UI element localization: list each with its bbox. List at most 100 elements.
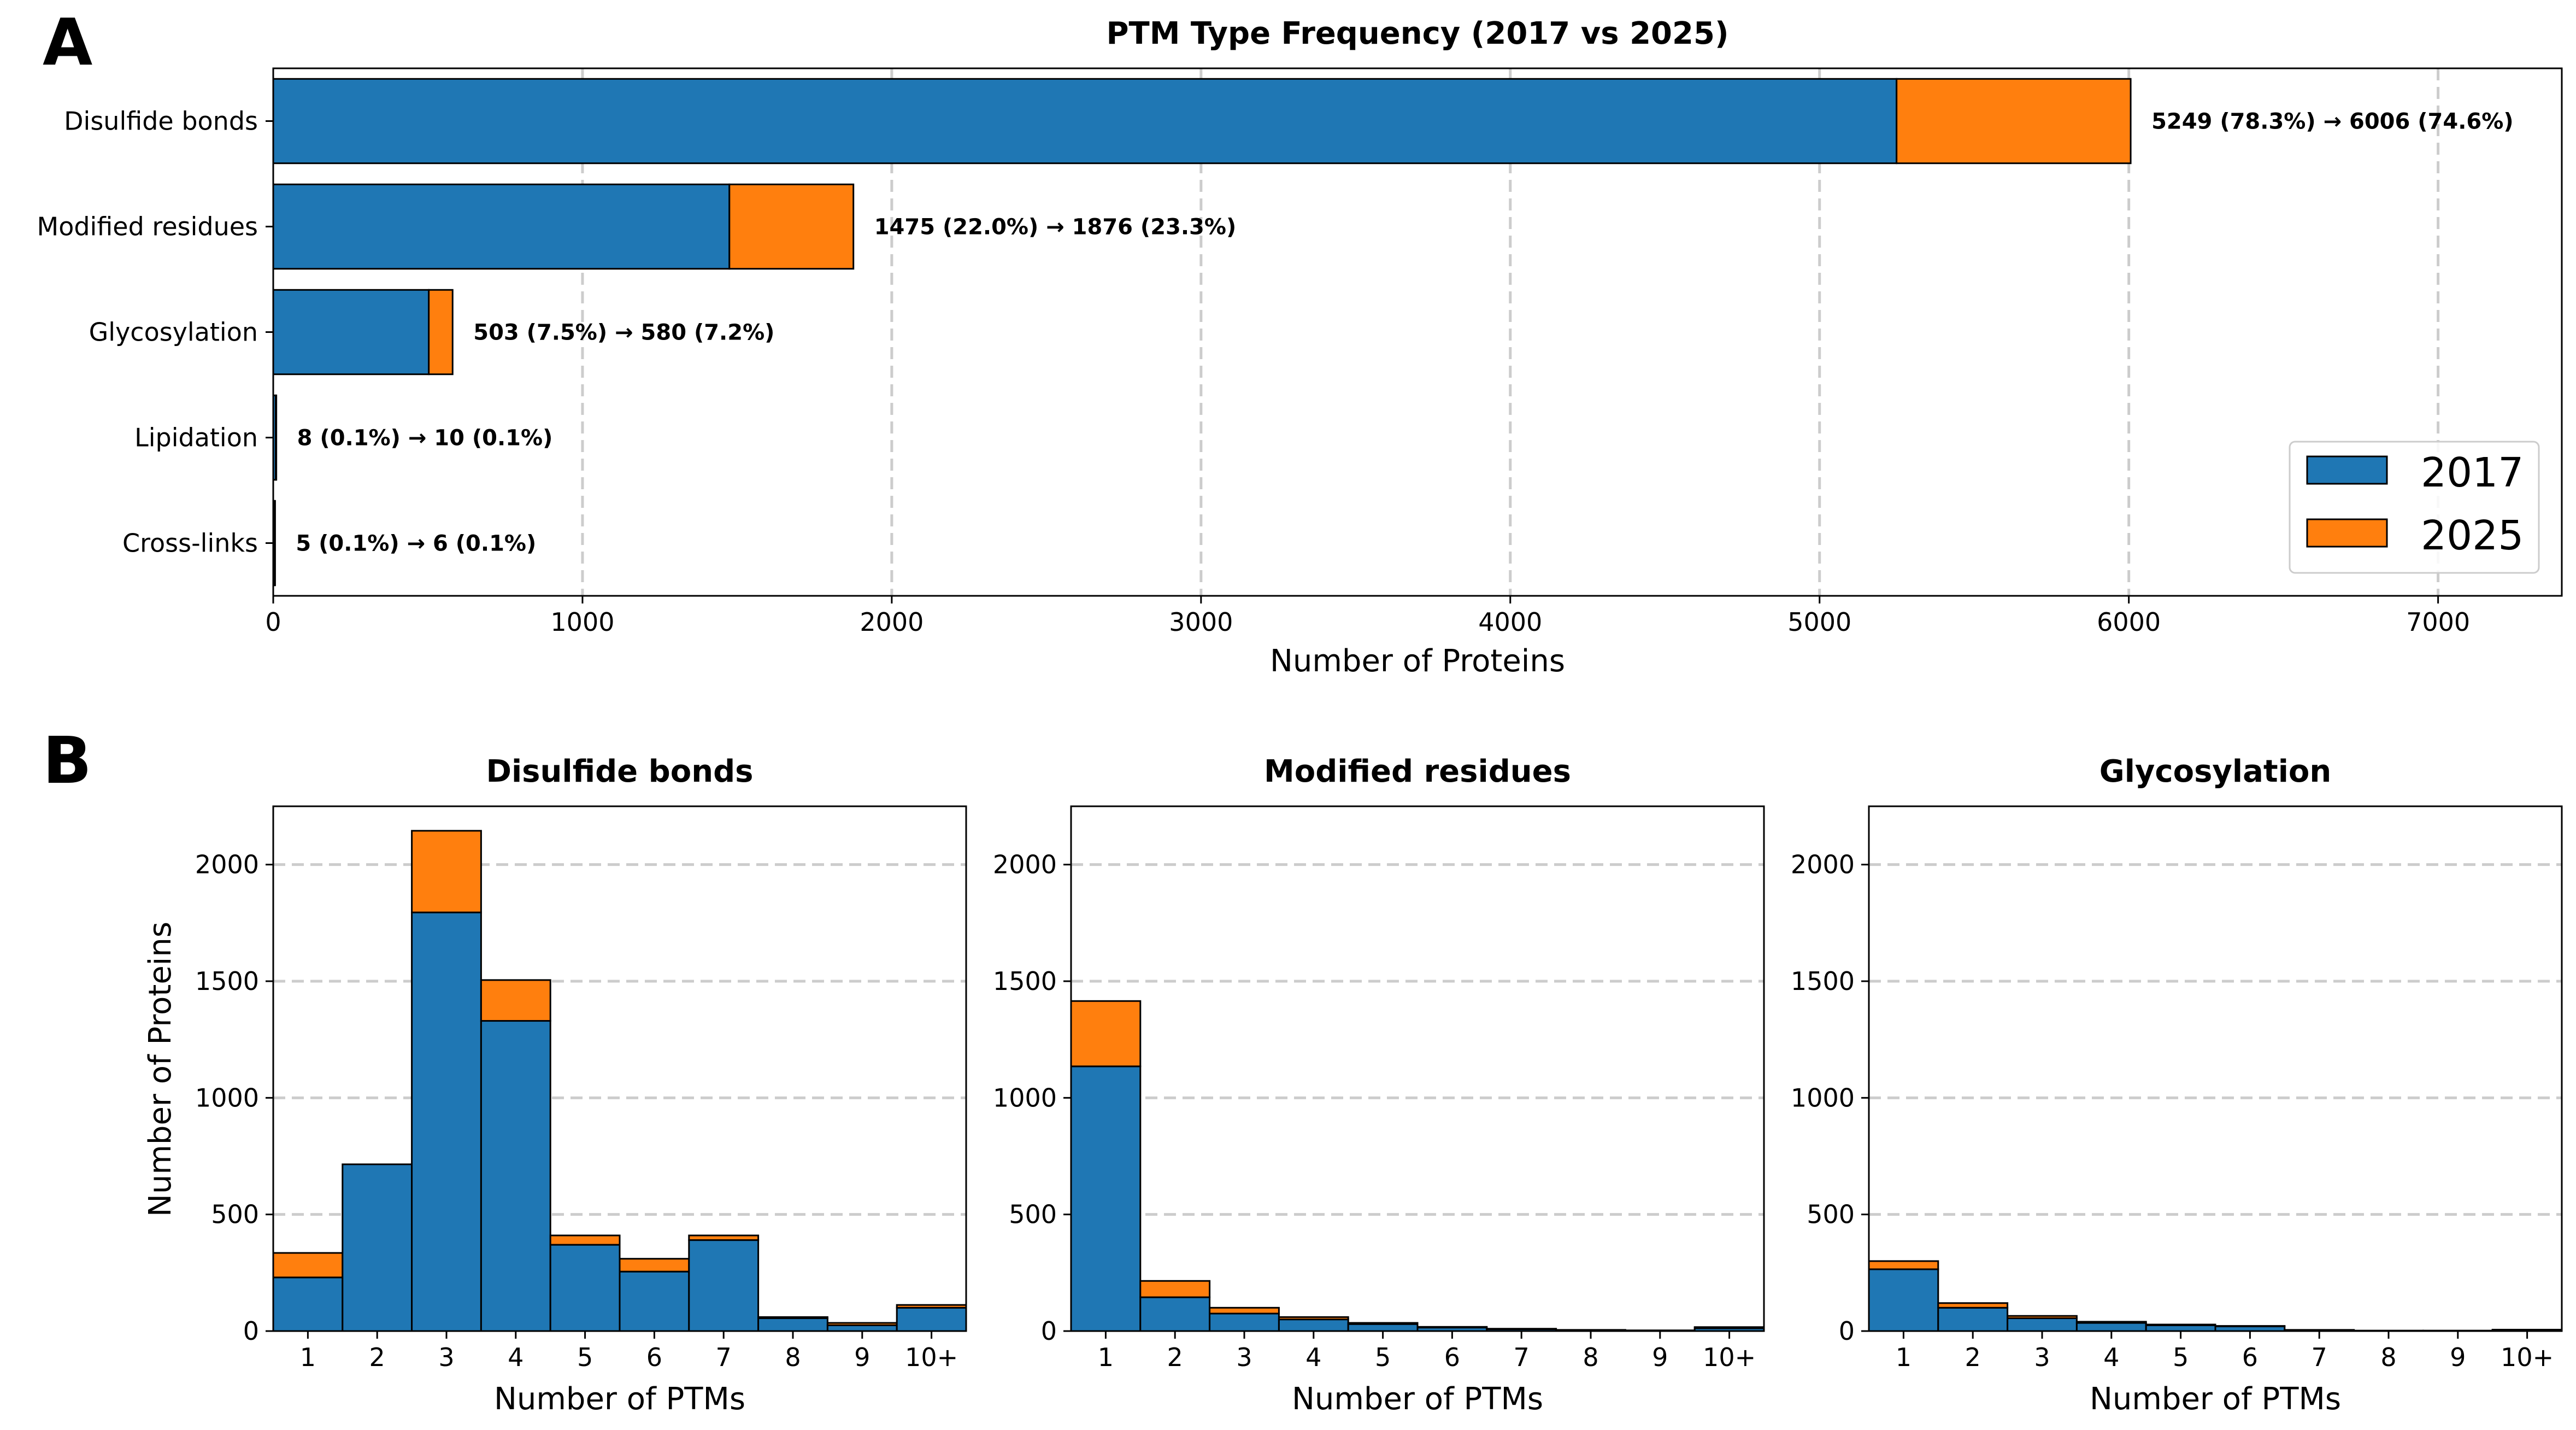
bar-2025 xyxy=(480,979,551,1022)
x-axis-label: Number of Proteins xyxy=(1270,643,1565,679)
bar-2025 xyxy=(2284,1329,2355,1331)
x-tick-label: 2 xyxy=(1965,1343,1981,1372)
bar-2025 xyxy=(1139,1280,1211,1298)
x-tick-label: 2 xyxy=(369,1343,385,1372)
bar-2017 xyxy=(272,78,1898,165)
bar-2025 xyxy=(1868,1260,1939,1270)
axis-ticks: 0 500 1000 1500 2000 1 2 3 4 5 6 7 8 9 10+ xyxy=(195,850,958,1372)
x-tick-label: 2 xyxy=(1167,1343,1183,1372)
bar-annotations: 5249 (78.3%) → 6006 (74.6%) 1475 (22.0%) … xyxy=(296,109,2513,556)
x-tick-label: 7000 xyxy=(2406,607,2470,637)
bar-2025 xyxy=(2491,1328,2563,1331)
bar-2025 xyxy=(1209,1306,1280,1315)
y-tick-label: 1500 xyxy=(195,966,259,996)
y-tick-label: Lipidation xyxy=(134,423,258,453)
bar-2017 xyxy=(619,1270,690,1332)
x-tick-label: 5 xyxy=(577,1343,593,1372)
x-gridlines xyxy=(581,68,2440,596)
x-tick-label: 8 xyxy=(2380,1343,2396,1372)
x-tick-label: 9 xyxy=(854,1343,870,1372)
x-tick-label: 7 xyxy=(2312,1343,2327,1372)
x-tick-label: 3000 xyxy=(1169,607,1233,637)
x-axis-label: Number of PTMs xyxy=(494,1381,745,1417)
bar-annotation: 8 (0.1%) → 10 (0.1%) xyxy=(297,426,553,451)
bar-2017 xyxy=(2007,1317,2078,1332)
x-tick-label: 6 xyxy=(2242,1343,2258,1372)
bar-2025 xyxy=(2007,1315,2078,1320)
x-tick-label: 1000 xyxy=(550,607,614,637)
x-tick-label: 6 xyxy=(646,1343,662,1372)
bar-2017 xyxy=(1347,1323,1419,1332)
y-tick-label: Disulfide bonds xyxy=(64,107,258,136)
bar-2025 xyxy=(1070,1000,1142,1068)
y-gridlines xyxy=(273,863,966,1216)
y-gridlines xyxy=(1869,863,2562,1216)
y-tick-label: 1000 xyxy=(993,1083,1057,1112)
x-tick-label: 4000 xyxy=(1478,607,1542,637)
bar-annotation: 1475 (22.0%) → 1876 (23.3%) xyxy=(874,215,1237,240)
y-tick-label: 500 xyxy=(1807,1200,1855,1229)
x-tick-label: 0 xyxy=(265,607,281,637)
bar-2017 xyxy=(1070,1065,1142,1332)
bar-2017 xyxy=(826,1324,898,1332)
bar-2025 xyxy=(619,1258,690,1273)
y-tick-label: 1500 xyxy=(993,966,1057,996)
x-tick-label: 2000 xyxy=(860,607,924,637)
bar-2017 xyxy=(2145,1324,2216,1332)
bar-2025 xyxy=(896,1304,967,1309)
panel-b-ptm-count-histograms: Number of Proteins Disulfide bonds 05001… xyxy=(143,754,2563,1417)
axis-ticks: 0 1000 2000 3000 4000 5000 6000 7000 Disulfide b… xyxy=(37,107,2471,637)
legend-label-2017: 2017 xyxy=(2421,449,2524,496)
bar-2025 xyxy=(757,1316,828,1320)
x-axis-label: Number of PTMs xyxy=(2090,1381,2341,1417)
bar-2017 xyxy=(1278,1318,1349,1332)
bar-2017 xyxy=(896,1306,967,1332)
x-tick-label: 8 xyxy=(1583,1343,1598,1372)
axis-ticks: 0 500 1000 1500 2000 1 2 3 4 5 6 7 8 9 10+ xyxy=(993,850,1756,1372)
bar-2025 xyxy=(2075,1321,2147,1324)
bar-annotation: 503 (7.5%) → 580 (7.2%) xyxy=(473,320,774,345)
y-tick-label: 2000 xyxy=(195,850,259,880)
y-tick-label: Glycosylation xyxy=(89,318,258,347)
bar-2017 xyxy=(1209,1312,1280,1332)
bars xyxy=(1070,1000,1765,1332)
chart-title: PTM Type Frequency (2017 vs 2025) xyxy=(1106,16,1728,51)
bars xyxy=(272,830,967,1332)
y-tick-label: 0 xyxy=(243,1316,259,1346)
legend-swatch-2017 xyxy=(2306,455,2388,485)
y-tick-label: 0 xyxy=(1839,1316,1855,1346)
bar-2025 xyxy=(549,1234,621,1246)
plot-frame xyxy=(272,805,967,1332)
bar-2017 xyxy=(549,1244,621,1332)
x-tick-label: 1 xyxy=(1098,1343,1114,1372)
y-tick-label: 500 xyxy=(211,1200,259,1229)
bar-2025 xyxy=(728,183,855,270)
y-tick-label: 1000 xyxy=(195,1083,259,1112)
legend: 2017 2025 xyxy=(2289,441,2540,574)
x-tick-label: 3 xyxy=(2034,1343,2050,1372)
x-tick-label: 8 xyxy=(785,1343,801,1372)
bar-2025 xyxy=(688,1234,760,1241)
panel-label-a: A xyxy=(43,4,92,80)
y-tick-label: Modified residues xyxy=(37,212,258,242)
y-tick-label: 2000 xyxy=(1791,850,1855,880)
bar-2017 xyxy=(411,911,482,1332)
x-tick-label: 4 xyxy=(1305,1343,1321,1372)
bar-2025 xyxy=(2145,1323,2216,1326)
bar-2017 xyxy=(272,289,430,376)
plot-frame xyxy=(1070,805,1765,1332)
bar-2017 xyxy=(1139,1296,1211,1332)
bar-2025 xyxy=(428,289,454,376)
x-tick-label: 4 xyxy=(508,1343,524,1372)
plot-frame xyxy=(1868,805,2563,1332)
subplot-glycosylation: Glycosylation 0 500 1000 1500 2000 1 2 3 4 5 6 7 8 9 1… xyxy=(1791,754,2563,1417)
x-tick-label: 5000 xyxy=(1787,607,1851,637)
x-tick-label: 10+ xyxy=(1703,1343,1756,1372)
x-tick-label: 6 xyxy=(1444,1343,1460,1372)
bar-2017 xyxy=(480,1020,551,1332)
bar-2025 xyxy=(275,394,278,481)
bar-2017 xyxy=(2075,1322,2147,1332)
bar-2017 xyxy=(1868,1268,1939,1332)
subplot-title: Glycosylation xyxy=(2099,754,2331,789)
